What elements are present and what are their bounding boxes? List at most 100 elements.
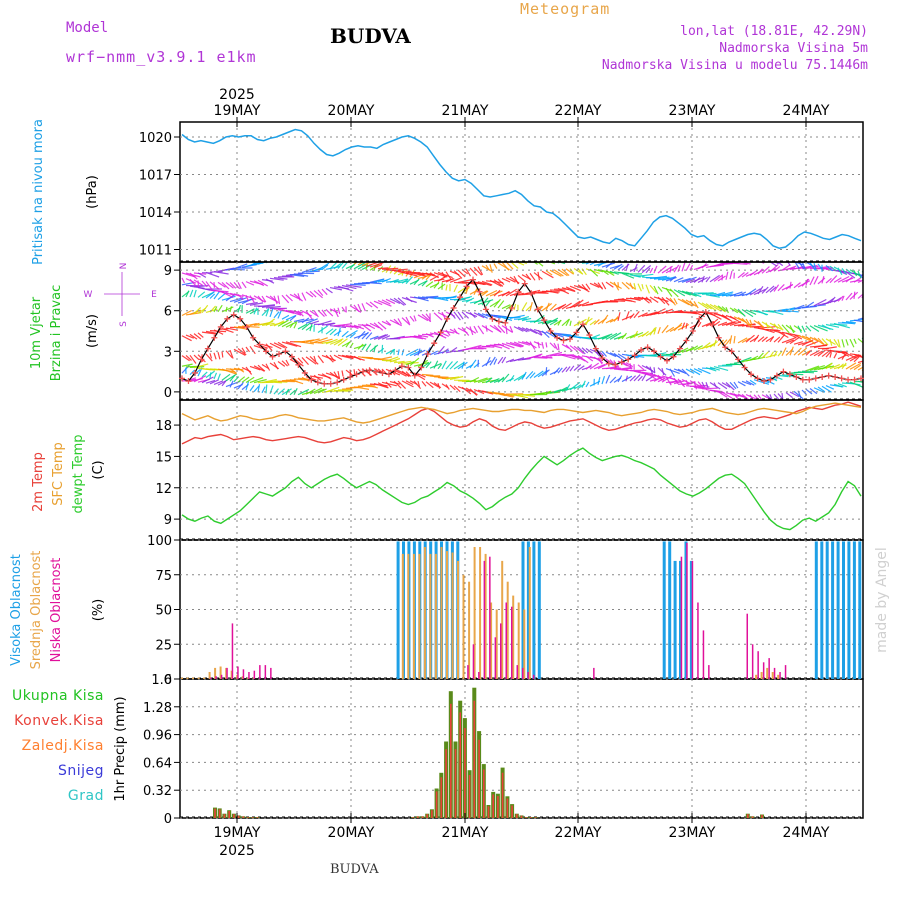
cloud-low-bar	[702, 630, 705, 679]
wind-speed-marker	[405, 364, 412, 371]
precip-convective-bar	[223, 814, 226, 818]
wind-speed-marker	[250, 334, 257, 341]
cloud-unit-label: (%)	[91, 599, 106, 622]
temp-dewpt-legend: dewpt Temp	[71, 434, 86, 513]
pressure-line	[181, 128, 862, 249]
top-day-label: 23MAY	[669, 103, 716, 119]
compass-e-label: E	[151, 290, 157, 300]
pressure-frame	[179, 121, 864, 263]
top-year-label: 2025	[219, 87, 255, 103]
cloud-mid-bar	[528, 547, 531, 679]
precip-convective-bar	[440, 777, 443, 818]
footer-station: BUDVA	[330, 862, 379, 877]
cloud-low-bar	[264, 665, 267, 679]
precip-convective-bar	[450, 703, 452, 818]
cloud-low-bar	[757, 651, 759, 679]
precip-convective-bar	[501, 772, 504, 818]
precip-convective-bar	[417, 816, 419, 818]
cloud-mid-bar	[468, 581, 471, 679]
cloud-high-bar	[831, 541, 835, 679]
wind-speed-marker	[838, 375, 845, 382]
cloud-low-bar	[259, 665, 261, 679]
wind-speed-marker	[308, 376, 315, 383]
wind-speed-marker	[631, 352, 638, 359]
cloud-mid-bar	[446, 551, 448, 679]
wind-speed-marker	[638, 346, 645, 353]
cloud-low-bar	[708, 665, 710, 679]
cloud-mid-bar	[219, 666, 222, 679]
wind-ytick-label: 6	[164, 305, 172, 320]
wind-speed-marker	[515, 288, 522, 295]
wind-speed-marker	[728, 348, 735, 355]
cloud-low-bar	[248, 672, 250, 679]
compass-w-label: W	[84, 290, 93, 300]
cloud-mid-bar	[225, 667, 228, 679]
cloud-mid-bar	[506, 581, 509, 679]
pressure-unit-label: (hPa)	[85, 175, 100, 209]
cloud-mid-bar	[440, 547, 443, 679]
credit-watermark: made by Angel	[874, 547, 890, 653]
wind-speed-marker	[592, 345, 599, 352]
wind-speed-line	[181, 278, 862, 385]
wind-speed-marker	[263, 348, 270, 355]
cloud-high-bar	[852, 541, 856, 679]
top-day-label: 21MAY	[442, 103, 489, 119]
wind-speed-marker	[463, 283, 470, 290]
precip-convective-bar	[214, 808, 216, 818]
cloud-low-bar	[746, 613, 748, 679]
wind-speed-marker	[437, 329, 444, 336]
cloud-high-bar	[526, 541, 530, 679]
wind-speed-marker	[385, 371, 392, 378]
cloud-high-bar	[396, 541, 400, 679]
cloud-low-bar	[483, 560, 486, 679]
precip-convective-bar	[483, 769, 485, 818]
cloud-low-bar	[489, 556, 491, 679]
wind-speed-marker	[327, 380, 334, 387]
wind-speed-marker	[702, 309, 709, 316]
wind-speed-marker	[295, 361, 302, 368]
wind-speed-marker	[314, 379, 321, 386]
wind-speed-marker	[858, 375, 864, 382]
precip-convective-bar	[218, 809, 221, 818]
wind-speed-marker	[204, 345, 211, 352]
wind-speed-marker	[773, 372, 780, 379]
cloud-mid-bar	[517, 602, 520, 679]
precip-convective-bar	[506, 798, 509, 818]
cloud-low-legend: Niska Oblacnost	[49, 558, 64, 663]
model-name: wrf−nmm_v3.9.1 e1km	[66, 48, 257, 66]
cloud-mid-bar	[418, 553, 421, 679]
precip-convective-bar	[487, 806, 490, 818]
cloud-low-bar	[511, 606, 513, 679]
wind-speed-marker	[761, 378, 767, 385]
cloud-high-bar	[842, 541, 845, 679]
cloud-high-bar	[679, 560, 682, 679]
wind-speed-marker	[217, 323, 224, 330]
wind-speed-marker	[347, 374, 354, 380]
cloud-mid-bar	[484, 553, 487, 679]
wind-speed-marker	[741, 364, 748, 371]
compass-s-label: S	[119, 321, 129, 327]
pressure-legend: Pritisak na nivou mora	[31, 119, 46, 265]
precip-convective-bar	[478, 739, 480, 818]
precip-convective-bar	[473, 700, 476, 818]
cloud-low-bar	[478, 672, 480, 679]
precip-convective-bar	[525, 817, 527, 818]
cloud-mid-bar	[407, 553, 410, 679]
pressure-ytick-label: 1017	[139, 169, 172, 184]
precip-convective-bar	[421, 816, 424, 818]
wind-speed-marker	[547, 328, 554, 334]
precip-convective-bar	[534, 817, 537, 818]
elevation: Nadmorska Visina 5m	[719, 41, 868, 56]
cloud-mid-bar	[214, 667, 217, 679]
top-day-label: 24MAY	[783, 103, 830, 119]
wind-ytick-label: 0	[164, 386, 172, 401]
wind-speed-marker	[224, 315, 231, 322]
precip-convective-bar	[228, 811, 230, 818]
wind-speed-marker	[735, 356, 742, 363]
wind-legend-line2: Brzina i Pravac	[49, 285, 64, 382]
wind-speed-marker	[819, 374, 826, 380]
wind-speed-marker	[845, 376, 852, 383]
wind-speed-marker	[476, 288, 483, 295]
wind-speed-marker	[360, 368, 367, 375]
